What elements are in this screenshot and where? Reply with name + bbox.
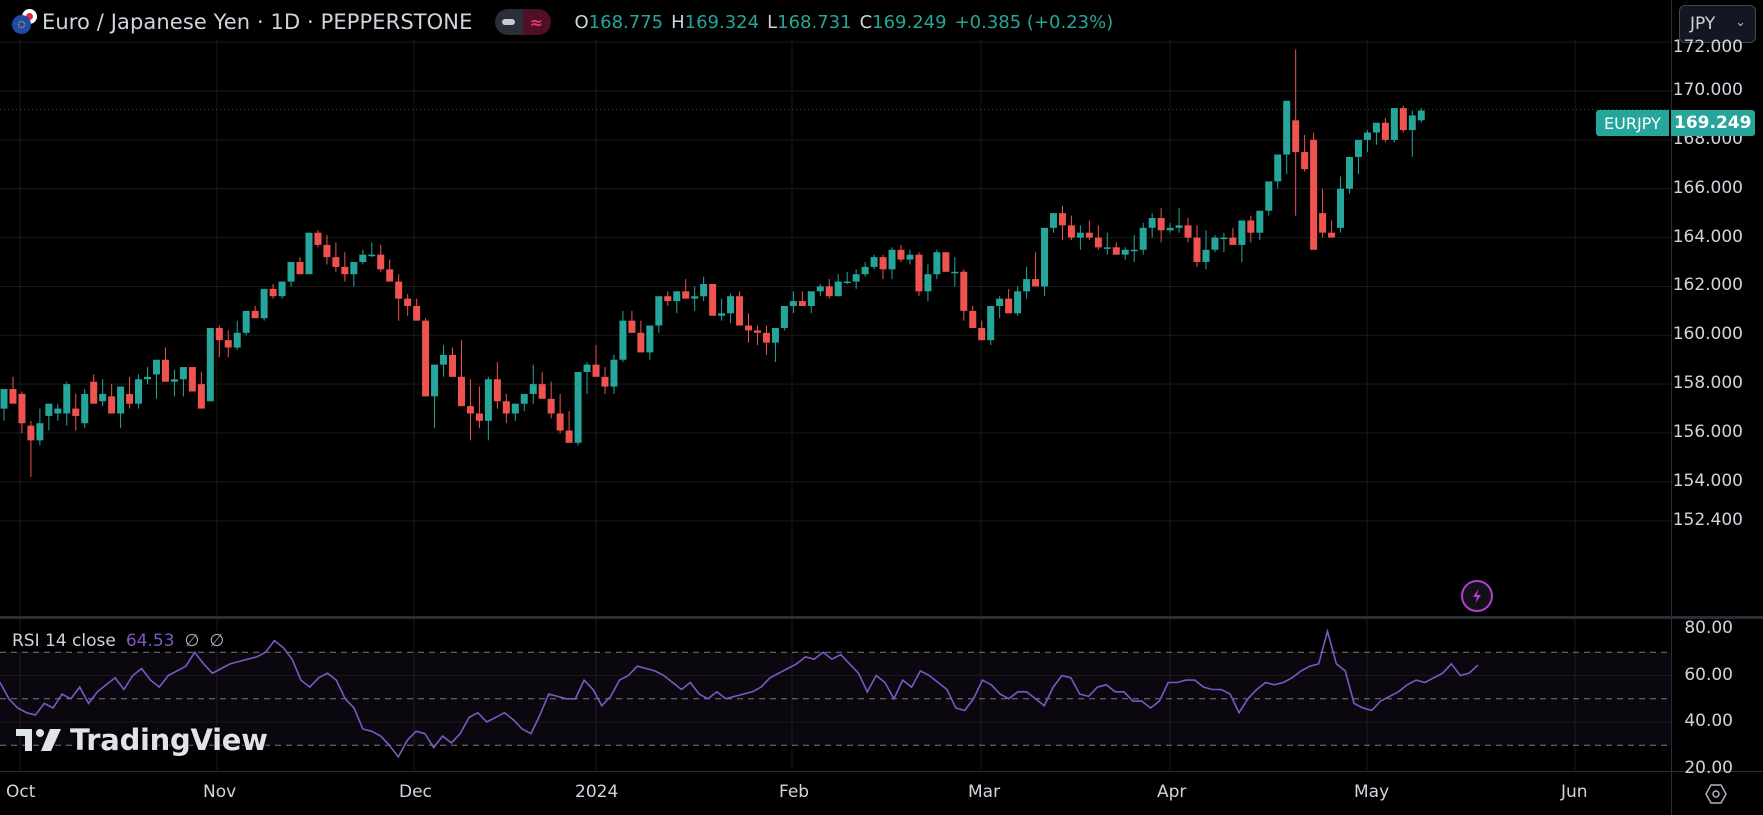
minus-icon — [502, 19, 515, 25]
low-key: L — [767, 11, 778, 33]
time-axis-label: Jun — [1561, 782, 1588, 802]
ohlc-values: O 168.775 H 169.324 L 168.731 C 169.249 +0.3… — [575, 12, 1114, 33]
rsi-null-a: ∅ — [184, 631, 200, 651]
hide-legend-button[interactable] — [494, 9, 523, 35]
price-axis-label: 166.000 — [1672, 177, 1743, 198]
price-axis-label: 162.000 — [1672, 275, 1743, 296]
currency-selector[interactable]: JPY ⌄ — [1679, 5, 1756, 43]
rsi-label: RSI 14 close — [12, 631, 116, 651]
change-value: +0.385 (+0.23%) — [954, 11, 1114, 33]
time-axis-label: Apr — [1157, 782, 1187, 802]
eur-jpy-flags-icon — [10, 9, 38, 35]
open-key: O — [574, 11, 589, 33]
price-axis-label: 164.000 — [1672, 226, 1743, 247]
wave-icon: ≈ — [529, 12, 544, 32]
rsi-axis-label: 80.00 — [1684, 618, 1733, 638]
close-value: 169.249 — [872, 11, 947, 33]
time-axis-label: Mar — [968, 782, 1001, 802]
time-axis-label: May — [1354, 782, 1390, 802]
price-axis-label: 160.000 — [1672, 324, 1743, 345]
symbol-title[interactable]: Euro / Japanese Yen · 1D · PEPPERSTONE — [42, 10, 473, 34]
lightning-icon — [1473, 589, 1481, 603]
chart-settings-button[interactable] — [1704, 782, 1728, 806]
price-axis-label: 170.000 — [1672, 80, 1743, 100]
tradingview-logo-icon — [16, 729, 61, 751]
market-status-button[interactable]: ≈ — [522, 9, 551, 35]
time-axis-label: Feb — [779, 782, 810, 802]
rsi-null-b: ∅ — [209, 631, 225, 651]
lightning-button[interactable] — [1461, 580, 1493, 612]
low-value: 168.731 — [777, 11, 852, 33]
price-axis-label: 154.000 — [1672, 470, 1743, 491]
hexagon-settings-icon — [1705, 784, 1727, 804]
close-key: C — [859, 11, 873, 33]
rsi-value: 64.53 — [125, 631, 175, 651]
time-axis-label: Nov — [203, 782, 237, 802]
indicator-toggle-group: ≈ — [494, 9, 551, 35]
chevron-down-icon: ⌄ — [1735, 15, 1746, 30]
currency-value: JPY — [1690, 14, 1716, 34]
open-value: 168.775 — [588, 11, 664, 33]
time-axis-label: Oct — [6, 782, 36, 802]
rsi-legend[interactable]: RSI 14 close 64.53 ∅ ∅ — [12, 631, 231, 651]
symbol-legend: Euro / Japanese Yen · 1D · PEPPERSTONE ≈… — [10, 8, 1113, 36]
rsi-axis-label: 20.00 — [1684, 757, 1733, 778]
rsi-axis-label: 60.00 — [1684, 664, 1733, 685]
last-price-tag: EURJPY 169.249 — [1596, 110, 1755, 136]
tradingview-watermark[interactable]: TradingView — [16, 723, 268, 757]
high-key: H — [671, 11, 685, 33]
price-axis-label: 172.000 — [1672, 37, 1743, 57]
high-value: 169.324 — [684, 11, 760, 33]
last-price-symbol: EURJPY — [1596, 110, 1669, 136]
price-axis-label: 158.000 — [1672, 373, 1743, 394]
last-price-value: 169.249 — [1670, 110, 1755, 136]
rsi-axis-label: 40.00 — [1684, 711, 1733, 731]
price-axis-label: 156.000 — [1672, 422, 1743, 443]
time-axis-label: Dec — [399, 782, 432, 802]
price-axis-label: 152.400 — [1672, 509, 1743, 530]
watermark-text: TradingView — [70, 723, 268, 757]
time-axis-label: 2024 — [575, 782, 619, 802]
eu-flag-icon — [12, 15, 31, 34]
